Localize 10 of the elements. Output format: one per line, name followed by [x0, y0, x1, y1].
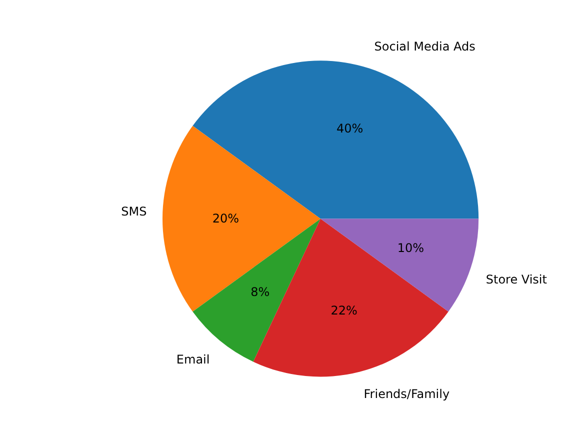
data-label: 40% — [336, 121, 364, 136]
slice-label: Email — [176, 352, 210, 367]
data-label: 20% — [212, 212, 240, 226]
slice-label: Store Visit — [486, 272, 548, 286]
data-label: 22% — [330, 304, 358, 318]
slice-label: Friends/Family — [364, 387, 450, 402]
data-label: 8% — [250, 284, 270, 299]
slice-label: SMS — [121, 204, 147, 219]
data-label: 10% — [397, 241, 424, 256]
slice-label: Social Media Ads — [374, 39, 476, 54]
